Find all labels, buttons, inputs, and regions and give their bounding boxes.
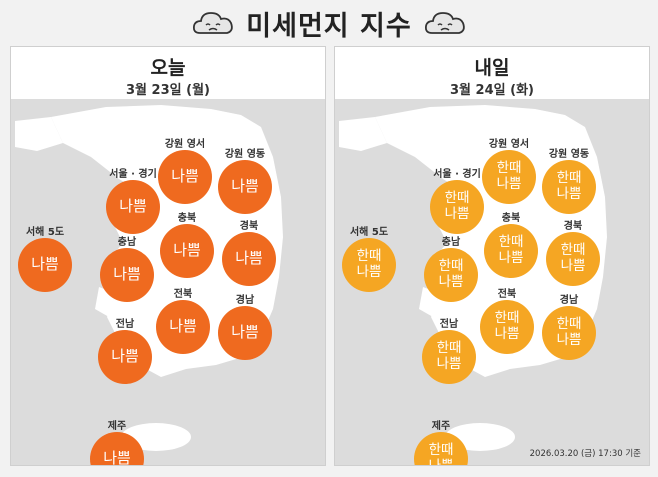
status-text: 한때 나쁨 — [436, 340, 462, 372]
region-label: 충남 — [441, 237, 461, 248]
status-badge: 한때 나쁨 — [542, 160, 596, 214]
panel-date: 3월 23일 (월) — [126, 83, 210, 98]
status-text: 나쁨 — [169, 317, 197, 336]
region-label: 강원 영동 — [548, 149, 590, 160]
region-label: 전북 — [173, 289, 193, 300]
region-label: 강원 영서 — [164, 139, 206, 150]
status-text: 한때 나쁨 — [356, 248, 382, 280]
panel-date: 3월 24일 (화) — [450, 83, 534, 98]
panel-header-area — [335, 47, 649, 99]
region-label: 충북 — [501, 213, 521, 224]
timestamp-note: 2026.03.20 (금) 17:30 기준 — [529, 449, 641, 459]
region-label: 경북 — [563, 221, 583, 232]
status-badge: 한때 나쁨 — [484, 224, 538, 278]
region-label: 충북 — [177, 213, 197, 224]
region-label: 제주 — [431, 421, 451, 432]
status-badge: 나쁨 — [160, 224, 214, 278]
sad-cloud-icon — [193, 12, 234, 34]
region-label: 서해 5도 — [349, 227, 389, 238]
status-text: 한때 나쁨 — [556, 316, 582, 348]
status-badge: 한때 나쁨 — [480, 300, 534, 354]
sad-cloud-icon — [424, 12, 465, 34]
status-text: 나쁨 — [171, 167, 199, 186]
region-label: 경북 — [239, 221, 259, 232]
region-label: 서울 · 경기 — [433, 169, 481, 180]
status-text: 한때 나쁨 — [444, 190, 470, 222]
status-badge: 나쁨 — [218, 306, 272, 360]
status-text: 나쁨 — [111, 347, 139, 366]
status-text: 한때 나쁨 — [428, 442, 454, 466]
region-label: 경남 — [235, 295, 255, 306]
status-badge: 나쁨 — [158, 150, 212, 204]
status-text: 한때 나쁨 — [498, 234, 524, 266]
region-label: 전남 — [115, 319, 135, 330]
status-badge: 나쁨 — [98, 330, 152, 384]
status-badge: 한때 나쁨 — [546, 232, 600, 286]
panel-title: 오늘 — [150, 57, 186, 79]
status-text: 한때 나쁨 — [556, 170, 582, 202]
page-title: 미세먼지 지수 — [246, 10, 412, 42]
status-text: 나쁨 — [231, 323, 259, 342]
status-text: 나쁨 — [235, 249, 263, 268]
status-badge: 나쁨 — [156, 300, 210, 354]
panel-header-area — [11, 47, 325, 99]
region-label: 서해 5도 — [25, 227, 65, 238]
status-badge: 나쁨 — [100, 248, 154, 302]
today-panel: 오늘 3월 23일 (월) 강원 영서 나쁨 강원 영동 나쁨 서울 · 경기 나쁨 충북 나… — [10, 46, 326, 466]
status-text: 나쁨 — [119, 197, 147, 216]
status-badge: 한때 나쁨 — [430, 180, 484, 234]
status-text: 나쁨 — [231, 177, 259, 196]
region-label: 강원 영동 — [224, 149, 266, 160]
region-label: 서울 · 경기 — [109, 169, 157, 180]
status-text: 나쁨 — [173, 241, 201, 260]
status-text: 나쁨 — [31, 255, 59, 274]
region-label: 전북 — [497, 289, 517, 300]
status-badge: 한때 나쁨 — [542, 306, 596, 360]
status-text: 한때 나쁨 — [438, 258, 464, 290]
status-text: 한때 나쁨 — [496, 160, 522, 192]
status-badge: 나쁨 — [18, 238, 72, 292]
status-badge: 나쁨 — [106, 180, 160, 234]
region-label: 강원 영서 — [488, 139, 530, 150]
status-text: 나쁨 — [113, 265, 141, 284]
status-badge: 한때 나쁨 — [424, 248, 478, 302]
status-text: 한때 나쁨 — [494, 310, 520, 342]
status-badge: 한때 나쁨 — [482, 150, 536, 204]
status-badge: 한때 나쁨 — [422, 330, 476, 384]
status-badge: 한때 나쁨 — [342, 238, 396, 292]
region-label: 전남 — [439, 319, 459, 330]
status-badge: 나쁨 — [218, 160, 272, 214]
region-label: 제주 — [107, 421, 127, 432]
region-label: 경남 — [559, 295, 579, 306]
status-text: 한때 나쁨 — [560, 242, 586, 274]
panel-title: 내일 — [474, 57, 510, 79]
status-badge: 나쁨 — [222, 232, 276, 286]
status-text: 나쁨 — [103, 449, 131, 466]
page-header: 미세먼지 지수 — [0, 0, 658, 46]
region-label: 충남 — [117, 237, 137, 248]
